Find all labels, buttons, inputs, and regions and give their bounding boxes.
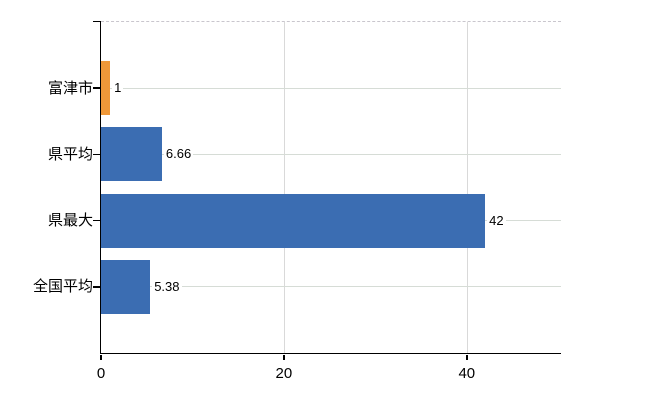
category-label: 県最大 xyxy=(47,212,93,230)
plot-top-border xyxy=(101,21,561,22)
bar-value-label: 1 xyxy=(112,80,124,97)
x-axis-tick xyxy=(100,354,102,360)
category-label: 県平均 xyxy=(47,145,93,163)
plot-area: 0 20 40 1 富津市 6.66 県平均 42 県最大 5.38 全国平均 xyxy=(33,20,561,382)
vertical-gridline xyxy=(283,22,285,353)
y-axis-top-tick xyxy=(92,20,101,22)
y-axis-tick xyxy=(93,87,101,89)
bar-value-label: 5.38 xyxy=(152,278,182,295)
y-axis-tick xyxy=(93,153,101,156)
horizontal-gridline xyxy=(101,286,561,288)
category-label: 全国平均 xyxy=(32,278,93,296)
bar xyxy=(101,193,486,248)
horizontal-gridline xyxy=(101,87,561,89)
x-axis-tick xyxy=(283,354,285,360)
x-axis-tick-label: 20 xyxy=(275,365,293,382)
bar xyxy=(101,259,151,314)
x-axis-tick-label: 40 xyxy=(458,365,476,382)
bar-value-label: 6.66 xyxy=(163,146,194,163)
y-axis-tick xyxy=(93,219,101,222)
bar-value-label: 42 xyxy=(487,212,506,229)
category-label: 富津市 xyxy=(47,79,93,97)
horizontal-gridline xyxy=(101,153,561,155)
x-axis-tick-label: 0 xyxy=(96,365,106,382)
bar xyxy=(101,127,162,182)
x-axis-tick xyxy=(466,354,468,360)
bar xyxy=(101,61,111,116)
y-axis-tick xyxy=(93,286,101,288)
vertical-gridline xyxy=(466,22,468,353)
